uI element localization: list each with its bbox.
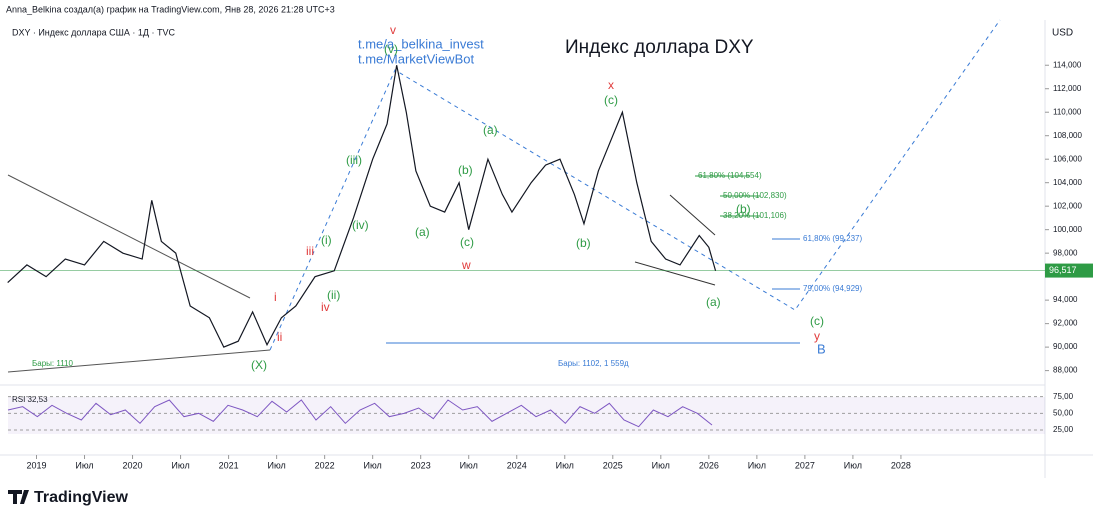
wave: (a) <box>483 123 498 137</box>
y-tick-label: 90,000 <box>1053 342 1078 351</box>
bars-note: Бары: 1110 <box>32 359 74 368</box>
wedge <box>669 194 716 236</box>
rsi-tick-label: 75,00 <box>1053 392 1074 401</box>
x-tick-label: 2024 <box>507 460 527 470</box>
wave: (iii) <box>346 153 362 167</box>
y-tick-label: 108,000 <box>1053 131 1082 140</box>
wave: v <box>390 23 396 37</box>
y-tick-label: 88,000 <box>1053 366 1078 375</box>
wave: (b) <box>576 236 591 250</box>
symbol: DXY · Индекс доллара США · 1Д · TVC <box>12 27 176 37</box>
wave: (c) <box>460 235 474 249</box>
x-tick-label: Июл <box>460 460 478 470</box>
trend-line <box>7 349 271 373</box>
fib-label: 38,20% (101,106) <box>723 211 787 220</box>
x-tick-label: Июл <box>844 460 862 470</box>
rsi-line <box>7 399 713 428</box>
wave: (iv) <box>352 218 369 232</box>
x-tick-label: 2027 <box>795 460 815 470</box>
y-tick-label: 92,000 <box>1053 319 1078 328</box>
wave: i <box>274 290 277 304</box>
x-tick-label: 2020 <box>123 460 143 470</box>
rsi-tick-label: 25,00 <box>1053 425 1074 434</box>
x-tick-label: Июл <box>364 460 382 470</box>
wave: (a) <box>706 295 721 309</box>
y-tick-label: 114,000 <box>1053 60 1082 69</box>
fib-label: 50,00% (102,830) <box>723 191 787 200</box>
rsi-label: RSI 32,53 <box>12 395 48 404</box>
wave: w <box>461 258 471 272</box>
x-tick-label: 2028 <box>891 460 911 470</box>
rsi-tick-label: 50,00 <box>1053 408 1074 417</box>
logo: TradingView <box>34 489 129 506</box>
link[interactable]: t.me/a_belkina_invest <box>358 36 484 51</box>
wave: ii <box>277 330 282 344</box>
x-tick-label: Июл <box>75 460 93 470</box>
wave: (i) <box>321 233 332 247</box>
bars-note: Бары: 1102, 1 559д <box>558 359 629 368</box>
x-tick-label: Июл <box>171 460 189 470</box>
wave: (c) <box>604 93 618 107</box>
x-tick-label: 2026 <box>699 460 719 470</box>
y-tick-label: 106,000 <box>1053 154 1082 163</box>
y-tick-label: 98,000 <box>1053 248 1078 257</box>
y-tick-label: 94,000 <box>1053 295 1078 304</box>
fib-label: 61,80% (104,554) <box>698 171 762 180</box>
currency: USD <box>1052 28 1073 39</box>
y-tick-label: 110,000 <box>1053 107 1082 116</box>
projection <box>269 19 1001 351</box>
wave: B <box>817 341 826 356</box>
fib-label: 79,00% (94,929) <box>803 284 862 293</box>
x-tick-label: Июл <box>748 460 766 470</box>
wave: (v) <box>384 42 398 56</box>
wave-labels: v (v) (iii) (iv) (i) (ii) iii i ii iv (a… <box>251 23 826 372</box>
wedge <box>634 261 716 286</box>
y-tick-label: 104,000 <box>1053 178 1082 187</box>
wave: (c) <box>810 314 824 328</box>
wave: (a) <box>415 225 430 239</box>
x-tick-label: 2022 <box>315 460 335 470</box>
chart-title: Индекс доллара DXY <box>565 37 754 58</box>
fib-label: 61,80% (99,237) <box>803 234 862 243</box>
x-tick-label: Июл <box>267 460 285 470</box>
trend-line <box>7 174 251 299</box>
wave: y <box>814 329 820 343</box>
wave: iv <box>321 300 330 314</box>
last-price-tag <box>1045 263 1093 278</box>
wave: iii <box>306 244 314 258</box>
last-price-label: 96,517 <box>1049 265 1077 275</box>
price-line <box>7 65 717 348</box>
x-tick-label: 2023 <box>411 460 431 470</box>
wave: (X) <box>251 358 267 372</box>
wave: (ii) <box>327 288 340 302</box>
x-tick-label: 2019 <box>26 460 46 470</box>
rsi-band <box>8 397 1045 434</box>
y-tick-label: 112,000 <box>1053 84 1082 93</box>
x-tick-label: Июл <box>556 460 574 470</box>
x-tick-label: 2021 <box>219 460 239 470</box>
x-tick-label: Июл <box>652 460 670 470</box>
link[interactable]: t.me/MarketViewBot <box>358 51 474 66</box>
y-tick-label: 102,000 <box>1053 201 1082 210</box>
logo-icon <box>8 490 29 504</box>
wave: x <box>608 78 614 92</box>
author-line: Anna_Belkina создал(а) график на Trading… <box>6 4 335 14</box>
x-tick-label: 2025 <box>603 460 623 470</box>
wave: (b) <box>458 163 473 177</box>
y-tick-label: 100,000 <box>1053 225 1082 234</box>
wave: (b) <box>736 202 751 216</box>
